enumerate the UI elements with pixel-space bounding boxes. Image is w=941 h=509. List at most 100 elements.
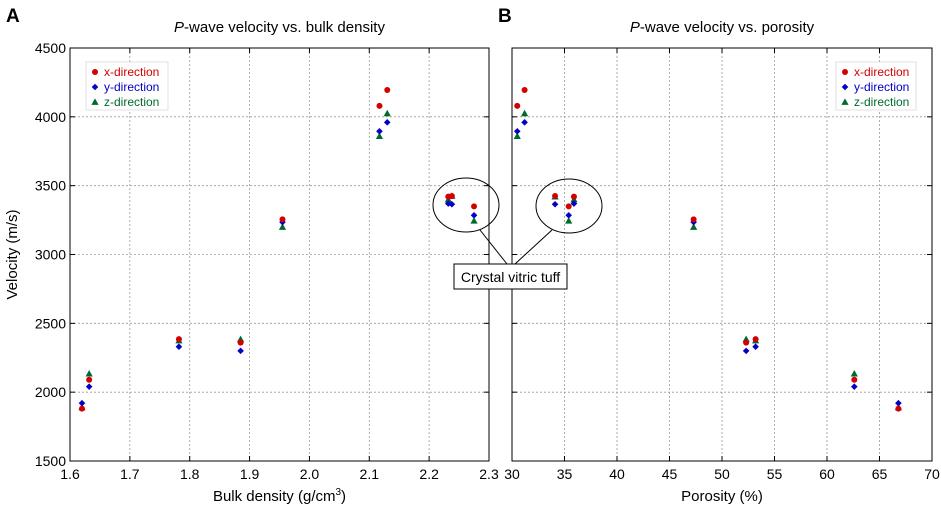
data-point-y xyxy=(448,200,456,208)
x-tick-label: 1.9 xyxy=(240,466,260,482)
y-tick-label: 4500 xyxy=(35,40,66,56)
x-axis-label-text: Porosity (%) xyxy=(681,488,763,505)
legend-marker-x xyxy=(842,69,848,75)
data-point-y xyxy=(85,383,93,390)
data-point-x xyxy=(552,192,559,199)
data-point-z xyxy=(565,217,573,224)
x-tick-label: 2.3 xyxy=(479,466,499,482)
y-tick-label: 2000 xyxy=(35,384,66,400)
legend-marker-y xyxy=(841,83,849,91)
legend-label-y: y-direction xyxy=(854,80,909,94)
annotation-ellipse-a xyxy=(432,177,500,233)
panel-b: 30 35 40 45 50 55 60 65 70 P-wave velocity vs. po… xyxy=(498,6,940,505)
data-point-x xyxy=(86,376,93,383)
x-tick-label: 1.7 xyxy=(120,466,140,482)
data-point-y xyxy=(383,119,391,126)
data-point-z xyxy=(690,223,698,230)
panel-letter: B xyxy=(498,6,512,27)
series-z-direction xyxy=(78,109,478,411)
annotation-box xyxy=(453,263,568,290)
title-italic: P xyxy=(174,19,184,36)
data-point-y xyxy=(513,127,521,135)
annotation-label: Crystal vitric tuff xyxy=(461,269,560,285)
data-point-y xyxy=(78,399,86,407)
data-point-z xyxy=(383,109,391,117)
y-tick-label: 3000 xyxy=(35,247,66,263)
data-point-x xyxy=(521,86,528,93)
data-point-y xyxy=(470,211,478,219)
title-text: -wave velocity vs. bulk density xyxy=(184,19,385,36)
y-tick-label: 2500 xyxy=(35,315,66,331)
data-point-x xyxy=(895,405,902,412)
data-point-x xyxy=(448,192,455,199)
x-tick-label: 1.8 xyxy=(180,466,200,482)
data-point-x xyxy=(175,336,182,343)
series-x-direction xyxy=(514,86,902,412)
annotation-ellipse-b xyxy=(535,178,603,234)
legend-label-x: x-direction xyxy=(854,65,909,79)
x-axis-label: Bulk density (g/cm3) xyxy=(213,487,346,505)
data-point-x xyxy=(690,216,697,223)
y-tick-label: 1500 xyxy=(35,453,66,469)
data-point-x xyxy=(376,102,383,109)
legend-label-z: z-direction xyxy=(104,95,159,109)
panel-title: P-wave velocity vs. porosity xyxy=(630,19,815,36)
legend-label-y: y-direction xyxy=(104,80,159,94)
data-point-y xyxy=(521,119,528,126)
x-tick-label: 55 xyxy=(767,466,783,482)
data-point-x xyxy=(851,376,858,383)
data-point-y xyxy=(895,399,902,407)
data-point-z xyxy=(513,132,521,139)
data-point-x xyxy=(78,405,85,412)
title-italic: P xyxy=(630,19,640,36)
data-point-y xyxy=(237,347,244,355)
annotation: Crystal vitric tuff xyxy=(432,177,603,290)
panel-letter: A xyxy=(6,6,20,27)
legend-box xyxy=(835,61,917,111)
panel-a: 1.6 1.7 1.8 1.9 2.0 2.1 2.2 2.3 1500 2000 2500 3000… xyxy=(4,6,499,505)
legend-label-x: x-direction xyxy=(104,65,159,79)
data-point-y xyxy=(376,127,383,135)
x-axis-label-sup: 3 xyxy=(335,487,341,498)
data-point-z xyxy=(85,369,93,377)
y-tick-label: 3500 xyxy=(35,178,66,194)
data-point-x xyxy=(471,203,478,210)
x-tick-label: 35 xyxy=(557,466,573,482)
data-point-y xyxy=(565,211,572,219)
data-point-x xyxy=(237,339,244,346)
x-tick-label: 45 xyxy=(662,466,678,482)
x-axis-label-end: ) xyxy=(341,488,346,505)
series-y-direction xyxy=(513,119,902,407)
y-tick-label: 4000 xyxy=(35,109,66,125)
data-point-y xyxy=(742,347,750,355)
series-z-direction xyxy=(513,109,902,411)
x-tick-label: 30 xyxy=(504,466,520,482)
x-tick-label: 70 xyxy=(924,466,940,482)
data-point-x xyxy=(570,193,577,200)
x-tick-label: 65 xyxy=(872,466,888,482)
x-axis-label: Porosity (%) xyxy=(681,488,763,505)
annotation-connector-a xyxy=(479,229,508,265)
data-point-z xyxy=(375,132,384,139)
title-text: -wave velocity vs. porosity xyxy=(640,19,815,36)
legend-marker-x xyxy=(92,69,98,75)
series-y-direction xyxy=(78,119,478,407)
data-point-y xyxy=(851,383,858,390)
legend-marker-y xyxy=(91,83,99,91)
legend-box xyxy=(85,61,169,111)
annotation-connector-b xyxy=(514,229,553,265)
x-axis-label-text: Bulk density (g/cm xyxy=(213,488,336,505)
data-point-z xyxy=(470,217,478,224)
data-point-y xyxy=(570,200,578,207)
data-point-y xyxy=(175,343,183,351)
y-axis-label: Velocity (m/s) xyxy=(4,209,21,299)
x-tick-label: 1.6 xyxy=(60,466,80,482)
series-x-direction xyxy=(78,86,478,412)
data-point-x xyxy=(752,336,759,343)
legend-marker-z xyxy=(841,98,849,105)
legend-label-z: z-direction xyxy=(854,95,909,109)
